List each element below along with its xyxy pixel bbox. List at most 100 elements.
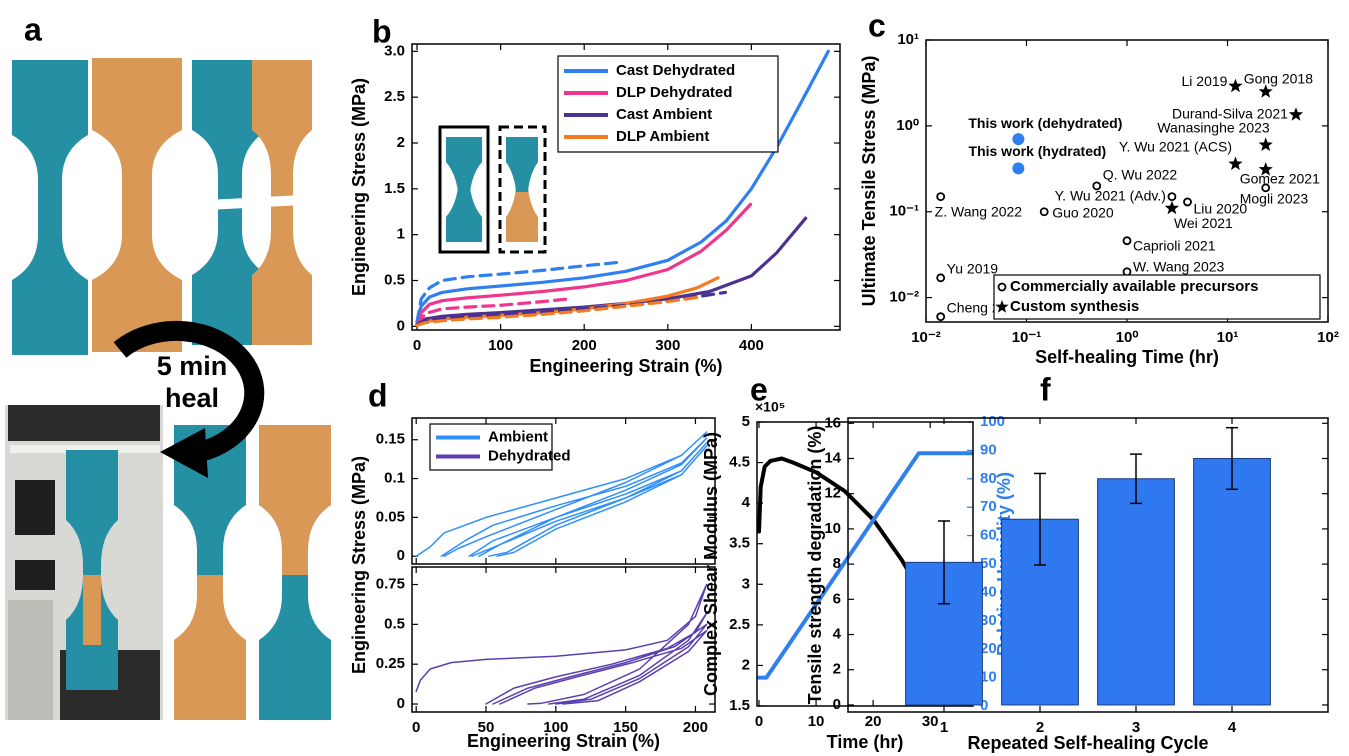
panel-label: b <box>372 13 392 49</box>
y-tick-label: 10¹ <box>897 31 919 48</box>
legend-label: DLP Ambient <box>616 128 709 145</box>
y-axis-label: Complex Shear Modulus (MPa) <box>701 432 721 696</box>
break-gap <box>184 194 306 212</box>
annotation: 5 min <box>157 351 228 381</box>
point <box>1228 156 1243 170</box>
heal-arrow <box>113 320 265 462</box>
x-tick-label: 0 <box>755 713 763 730</box>
annotation: heal <box>165 383 219 413</box>
legend-label: Cast Dehydrated <box>616 62 735 79</box>
bar <box>1097 478 1175 706</box>
data-line <box>415 297 572 327</box>
y-tick-label: 3.0 <box>384 42 405 59</box>
y-tick-label: 14 <box>824 449 841 466</box>
y-tick-label: 0 <box>397 317 405 334</box>
x-tick-label: 400 <box>739 337 764 354</box>
specimen-lower <box>83 575 101 645</box>
x-tick-label: 200 <box>683 719 708 736</box>
point-label: Gomez 2021 <box>1240 170 1320 186</box>
y-axis-label: Engineering Stress (MPa) <box>349 456 369 674</box>
point <box>1012 162 1025 175</box>
machine-grip <box>15 560 55 590</box>
legend-label: Ambient <box>488 428 548 445</box>
plot-frame <box>411 43 841 331</box>
x-tick-label: 0 <box>412 719 420 736</box>
point <box>1258 162 1273 176</box>
point <box>1288 107 1304 121</box>
y-tick-label: 0 <box>397 547 405 564</box>
point <box>1258 137 1273 151</box>
point-label: Guo 2020 <box>1052 204 1114 220</box>
x-tick-label: 150 <box>613 719 638 736</box>
y-tick-label: 2 <box>397 134 405 151</box>
specimen <box>259 425 331 575</box>
point-label: Yu 2019 <box>947 261 999 277</box>
y-tick-label: 0.1 <box>384 470 405 487</box>
y-tick-label: 30 <box>980 612 997 629</box>
axis-multiplier: ×10⁵ <box>755 399 785 415</box>
heal-arrowhead <box>160 428 208 478</box>
x-tick-label: 0 <box>413 337 421 354</box>
point-label: This work (dehydrated) <box>968 115 1122 131</box>
y-tick-label: 2.5 <box>729 616 750 633</box>
y-tick-label: 50 <box>980 555 997 572</box>
x-tick-label: 10 <box>808 713 825 730</box>
point-label: Liu 2020 <box>1194 201 1248 217</box>
y-tick-label: 5 <box>742 413 750 430</box>
x-tick-label: 300 <box>655 337 680 354</box>
data-line <box>415 295 702 327</box>
plot-frame <box>847 417 1329 713</box>
point-label: Y. Wu 2021 (Adv.) <box>1055 187 1166 203</box>
plot-frame <box>411 566 716 713</box>
legend-label: Custom synthesis <box>1010 298 1139 315</box>
y-tick-label: 4.5 <box>729 454 750 471</box>
point <box>1183 197 1192 207</box>
point <box>1122 236 1132 246</box>
point <box>1039 207 1049 217</box>
x-tick-label: 10¹ <box>1217 329 1239 346</box>
data-line <box>415 431 708 557</box>
point-label: Y. Wu 2021 (ACS) <box>1119 139 1232 155</box>
x-tick-label: 10² <box>1317 329 1339 346</box>
specimen <box>92 58 182 352</box>
point-label: This work (hydrated) <box>969 143 1107 159</box>
panel-label: a <box>24 11 42 47</box>
legend-marker <box>995 300 1009 313</box>
point <box>1261 183 1271 193</box>
x-tick-label: 4 <box>1228 719 1237 736</box>
point-label: Durand-Silva 2021 <box>1172 105 1288 121</box>
x-tick-label: 100 <box>543 719 568 736</box>
x-tick-label: 10⁻¹ <box>1012 329 1042 346</box>
data-line <box>415 260 622 324</box>
y-tick-label: 10⁰ <box>896 117 919 134</box>
x-tick-label: 3 <box>1132 719 1140 736</box>
y-tick-label: 40 <box>980 583 997 600</box>
y-tick-label: 2 <box>833 661 841 678</box>
y-tick-label: 0.25 <box>376 655 405 672</box>
x-axis-label: Repeated Self-healing Cycle <box>967 733 1208 753</box>
y-tick-label: 0 <box>833 696 841 713</box>
y-tick-label: 0 <box>980 697 988 714</box>
x-tick-label: 100 <box>488 337 513 354</box>
machine-grip <box>15 480 55 535</box>
point <box>936 192 946 202</box>
bar <box>1193 457 1271 706</box>
inset-box <box>438 125 490 254</box>
legend-box <box>993 274 1321 320</box>
data-line <box>415 202 753 326</box>
y-tick-label: 70 <box>980 498 997 515</box>
y-tick-label: 10⁻¹ <box>889 203 919 220</box>
y-tick-label: 2.5 <box>384 88 405 105</box>
y-tick-label: 0.75 <box>376 575 405 592</box>
y-tick-label: 4 <box>742 494 751 511</box>
y-tick-label: 10 <box>980 669 997 686</box>
x-tick-label: 50 <box>478 719 495 736</box>
y-tick-label: 0.05 <box>376 508 405 525</box>
y-tick-label: 1 <box>397 226 405 243</box>
y-axis-label: Ultimate Tensile Stress (MPa) <box>859 56 879 307</box>
point-label: Q. Wu 2022 <box>1103 167 1178 183</box>
point-label: Gong 2018 <box>1244 70 1313 86</box>
y-tick-label: 8 <box>833 555 841 572</box>
point <box>1167 192 1177 202</box>
